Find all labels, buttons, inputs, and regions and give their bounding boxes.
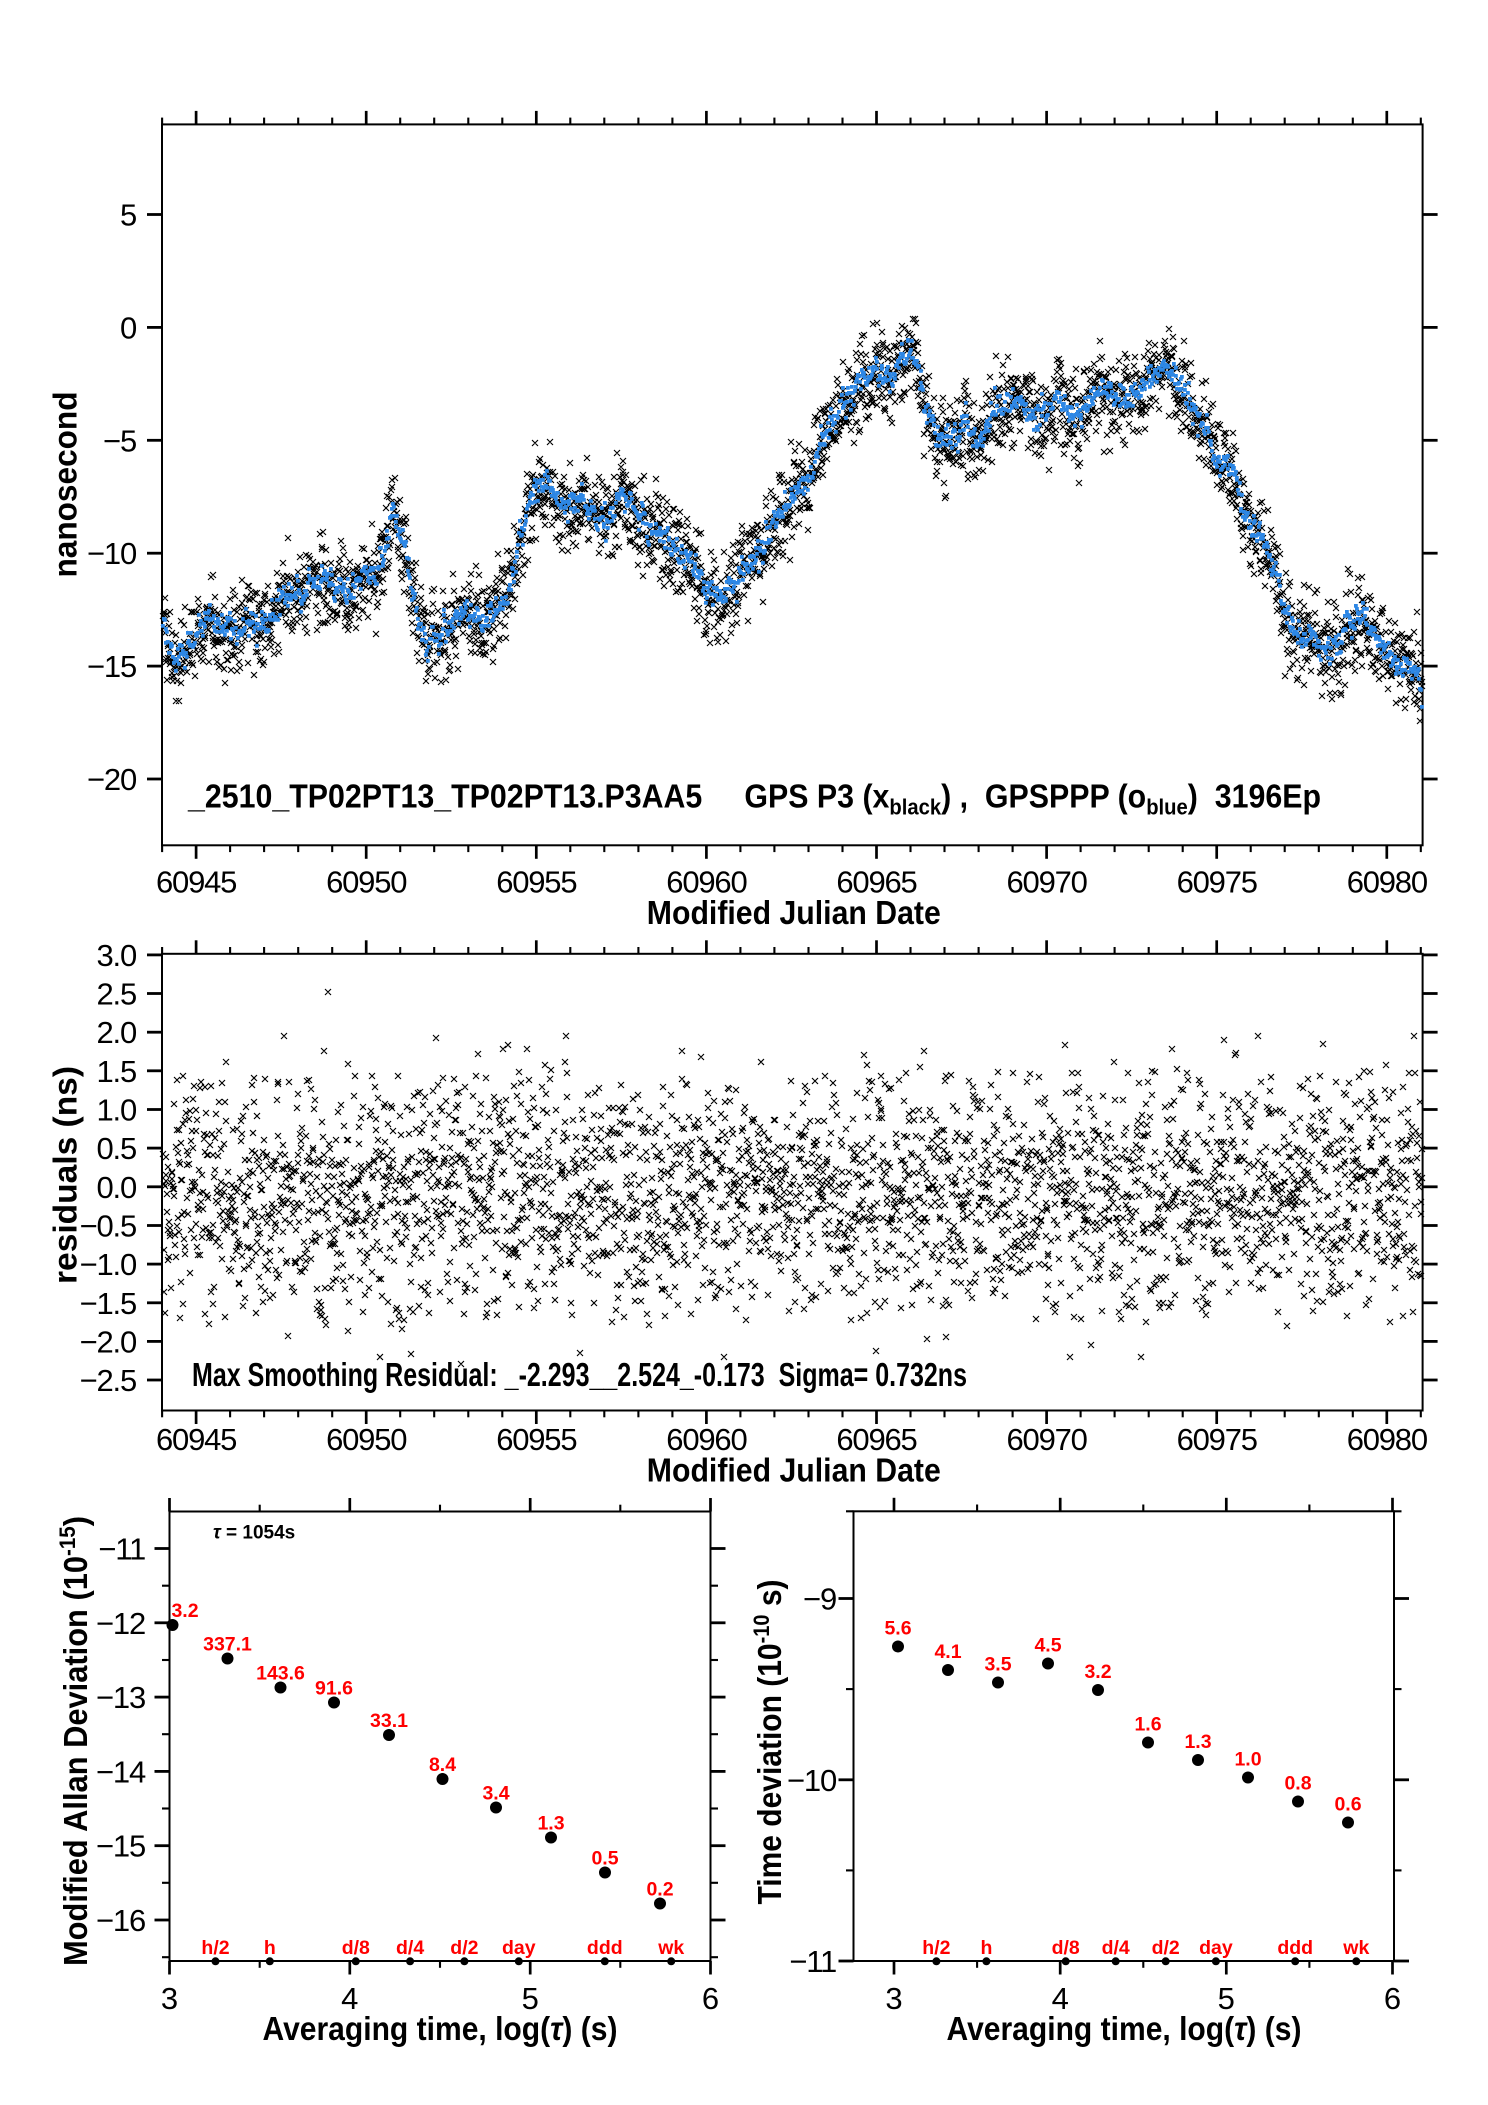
svg-text:6: 6 bbox=[1384, 1981, 1401, 2016]
svg-text:nanosecond: nanosecond bbox=[47, 392, 84, 578]
svg-text:60945: 60945 bbox=[156, 865, 236, 900]
svg-text:4.1: 4.1 bbox=[934, 1641, 961, 1663]
svg-text:−2.5: −2.5 bbox=[80, 1363, 136, 1398]
svg-text:4: 4 bbox=[1052, 1981, 1069, 2016]
svg-text:60970: 60970 bbox=[1006, 1422, 1087, 1457]
svg-text:33.1: 33.1 bbox=[370, 1710, 408, 1732]
svg-text:d/4: d/4 bbox=[1102, 1937, 1130, 1959]
svg-text:Modified Allan Deviation (10-1: Modified Allan Deviation (10-15) bbox=[55, 1516, 94, 1966]
svg-text:3.5: 3.5 bbox=[984, 1654, 1011, 1676]
svg-text:−2.0: −2.0 bbox=[80, 1324, 137, 1359]
svg-text:−0.5: −0.5 bbox=[80, 1209, 136, 1244]
svg-text:5.6: 5.6 bbox=[884, 1618, 911, 1640]
svg-text:−11: −11 bbox=[98, 1532, 145, 1567]
svg-text:−10: −10 bbox=[787, 1763, 837, 1798]
svg-text:60955: 60955 bbox=[496, 1422, 576, 1457]
svg-text:h: h bbox=[264, 1937, 276, 1959]
svg-text:residuals (ns): residuals (ns) bbox=[47, 1066, 84, 1284]
svg-text:0.8: 0.8 bbox=[1284, 1773, 1311, 1795]
svg-text:60960: 60960 bbox=[666, 1422, 747, 1457]
svg-text:−15: −15 bbox=[96, 1829, 145, 1864]
svg-text:d/4: d/4 bbox=[396, 1937, 424, 1959]
svg-text:91.6: 91.6 bbox=[315, 1678, 353, 1700]
svg-text:ddd: ddd bbox=[1277, 1937, 1313, 1959]
svg-text:60955: 60955 bbox=[496, 865, 576, 900]
svg-text:h: h bbox=[980, 1937, 992, 1959]
svg-text:day: day bbox=[502, 1937, 536, 1959]
svg-text:d/8: d/8 bbox=[342, 1937, 370, 1959]
svg-text:h/2: h/2 bbox=[201, 1937, 229, 1959]
svg-text:4: 4 bbox=[341, 1981, 358, 2016]
svg-text:Modified Julian Date: Modified Julian Date bbox=[647, 894, 941, 931]
svg-text:4.5: 4.5 bbox=[1034, 1635, 1061, 1657]
svg-text:0.5: 0.5 bbox=[97, 1131, 137, 1166]
svg-text:−5: −5 bbox=[103, 423, 136, 458]
svg-text:1.5: 1.5 bbox=[97, 1054, 137, 1089]
svg-text:60960: 60960 bbox=[666, 865, 747, 900]
svg-text:8.4: 8.4 bbox=[429, 1754, 456, 1776]
svg-text:−12: −12 bbox=[96, 1606, 145, 1641]
svg-text:Averaging time, log(τ) (s): Averaging time, log(τ) (s) bbox=[263, 2010, 618, 2047]
svg-text:3.2: 3.2 bbox=[171, 1600, 198, 1622]
svg-text:6: 6 bbox=[702, 1981, 719, 2016]
svg-text:d/2: d/2 bbox=[1152, 1937, 1180, 1959]
svg-text:1.3: 1.3 bbox=[537, 1813, 564, 1835]
svg-text:3.0: 3.0 bbox=[97, 938, 137, 973]
svg-text:0.0: 0.0 bbox=[97, 1170, 137, 1205]
svg-text:Modified Julian Date: Modified Julian Date bbox=[647, 1452, 941, 1489]
svg-text:5: 5 bbox=[120, 198, 136, 233]
svg-text:−14: −14 bbox=[96, 1754, 146, 1789]
svg-text:−10: −10 bbox=[87, 536, 137, 571]
svg-text:ddd: ddd bbox=[587, 1937, 623, 1959]
svg-text:143.6: 143.6 bbox=[256, 1663, 305, 1685]
svg-text:Max Smoothing Residual: _-2.29: Max Smoothing Residual: _-2.293__2.524_-… bbox=[192, 1356, 967, 1393]
svg-text:−1.0: −1.0 bbox=[80, 1247, 137, 1282]
svg-text:−9: −9 bbox=[803, 1582, 836, 1617]
svg-text:0: 0 bbox=[120, 310, 137, 345]
svg-text:τ = 1054s: τ = 1054s bbox=[213, 1523, 295, 1544]
svg-text:2.5: 2.5 bbox=[97, 977, 137, 1012]
svg-text:d/2: d/2 bbox=[450, 1937, 478, 1959]
svg-text:0.5: 0.5 bbox=[591, 1848, 618, 1870]
svg-text:_2510_TP02PT13_TP02PT13.P3AA5: _2510_TP02PT13_TP02PT13.P3AA5 GPS P3 (xb… bbox=[187, 778, 1321, 820]
svg-text:60980: 60980 bbox=[1347, 865, 1428, 900]
svg-text:2.0: 2.0 bbox=[97, 1015, 137, 1050]
svg-text:h/2: h/2 bbox=[922, 1937, 950, 1959]
svg-text:337.1: 337.1 bbox=[203, 1634, 252, 1656]
svg-text:3.2: 3.2 bbox=[1084, 1661, 1111, 1683]
svg-text:5: 5 bbox=[1218, 1981, 1235, 2016]
svg-text:−11: −11 bbox=[789, 1944, 836, 1979]
svg-text:60980: 60980 bbox=[1347, 1422, 1428, 1457]
svg-text:60950: 60950 bbox=[326, 1422, 407, 1457]
svg-text:3.4: 3.4 bbox=[482, 1783, 509, 1805]
svg-text:0.2: 0.2 bbox=[646, 1879, 673, 1901]
svg-text:1.3: 1.3 bbox=[1184, 1731, 1211, 1753]
svg-text:−16: −16 bbox=[96, 1903, 145, 1938]
svg-text:wk: wk bbox=[657, 1937, 684, 1959]
svg-text:1.0: 1.0 bbox=[97, 1093, 137, 1128]
svg-text:day: day bbox=[1199, 1937, 1233, 1959]
svg-text:60965: 60965 bbox=[836, 1422, 916, 1457]
svg-text:1.6: 1.6 bbox=[1134, 1714, 1161, 1736]
svg-text:−20: −20 bbox=[87, 762, 137, 797]
svg-text:60950: 60950 bbox=[326, 865, 407, 900]
svg-text:Averaging time, log(τ) (s): Averaging time, log(τ) (s) bbox=[947, 2010, 1302, 2047]
svg-text:−13: −13 bbox=[96, 1680, 145, 1715]
svg-text:1.0: 1.0 bbox=[1234, 1749, 1261, 1771]
svg-text:−1.5: −1.5 bbox=[80, 1286, 136, 1321]
svg-text:3: 3 bbox=[885, 1981, 902, 2016]
svg-text:d/8: d/8 bbox=[1052, 1937, 1080, 1959]
svg-text:−15: −15 bbox=[87, 649, 136, 684]
svg-text:60965: 60965 bbox=[836, 865, 916, 900]
svg-text:60975: 60975 bbox=[1177, 1422, 1257, 1457]
svg-text:0.6: 0.6 bbox=[1334, 1794, 1361, 1816]
svg-text:3: 3 bbox=[161, 1981, 178, 2016]
svg-text:60970: 60970 bbox=[1006, 865, 1087, 900]
svg-text:60945: 60945 bbox=[156, 1422, 236, 1457]
svg-text:5: 5 bbox=[522, 1981, 539, 2016]
svg-text:wk: wk bbox=[1342, 1937, 1369, 1959]
svg-text:60975: 60975 bbox=[1177, 865, 1257, 900]
